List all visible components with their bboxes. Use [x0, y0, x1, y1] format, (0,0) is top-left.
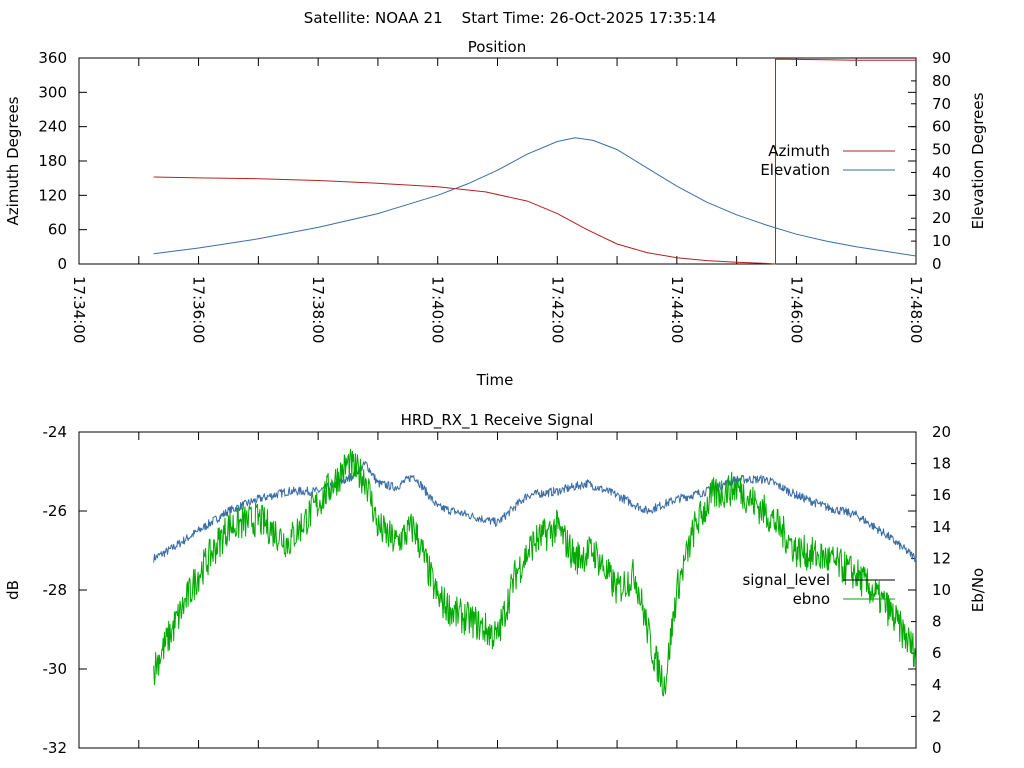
position-y2-tick-label: 80 — [932, 72, 951, 90]
position-x-tick-label: 17:46:00 — [787, 276, 805, 343]
signal-y2-tick-label: 6 — [932, 644, 942, 662]
signal-y-tick-label: -32 — [43, 739, 68, 757]
series-line-ebno — [153, 448, 917, 697]
position-x-tick-label: 17:40:00 — [429, 276, 447, 343]
series-line-azimuth — [153, 57, 916, 265]
signal-y2-axis-label: Eb/No — [969, 568, 987, 612]
position-x-tick-label: 17:34:00 — [70, 276, 88, 343]
signal-y2-tick-label: 16 — [932, 486, 951, 504]
signal-y2-tick-label: 10 — [932, 581, 951, 599]
signal-chart: HRD_RX_1 Receive Signal -32-30-28-26-24 … — [4, 411, 987, 757]
signal-y2-ticks: 0 2 4 6 8 10 12 14 16 18 20 — [911, 423, 951, 757]
signal-y2-tick-label: 2 — [932, 707, 942, 725]
position-y-tick-label: 0 — [57, 255, 67, 273]
position-y2-tick-label: 20 — [932, 209, 951, 227]
series-line-signal-level — [153, 461, 917, 563]
signal-y-tick-label: -30 — [43, 660, 68, 678]
legend-label-elevation: Elevation — [760, 161, 830, 179]
position-y2-ticks: 0 10 20 30 40 50 60 70 80 90 — [911, 49, 951, 273]
signal-legend: signal_level ebno — [742, 571, 895, 608]
position-y2-tick-label: 0 — [932, 255, 942, 273]
signal-y-axis-label: dB — [4, 580, 22, 600]
signal-y2-tick-label: 0 — [932, 739, 942, 757]
position-y2-tick-label: 90 — [932, 49, 951, 67]
position-y2-axis-label: Elevation Degrees — [969, 92, 987, 229]
position-y-tick-label: 60 — [48, 221, 67, 239]
position-y-axis-label: Azimuth Degrees — [4, 96, 22, 225]
signal-y-tick-label: -24 — [43, 423, 68, 441]
position-x-tick-label: 17:36:00 — [190, 276, 208, 343]
position-x-ticks: 17:34:00 17:36:00 17:38:00 17:40:00 17:42:00… — [70, 58, 925, 343]
position-y2-tick-label: 50 — [932, 141, 951, 159]
position-y2-tick-label: 10 — [932, 232, 951, 250]
signal-y-tick-label: -28 — [43, 581, 68, 599]
position-x-tick-label: 17:42:00 — [548, 276, 566, 343]
position-x-tick-label: 17:48:00 — [907, 276, 925, 343]
signal-y2-tick-label: 8 — [932, 613, 942, 631]
signal-y2-tick-label: 20 — [932, 423, 951, 441]
position-y-ticks: 0 60 120 180 240 300 360 — [38, 49, 916, 273]
signal-plot-frame — [78, 431, 917, 749]
signal-y2-tick-label: 14 — [932, 518, 951, 536]
position-y2-tick-label: 30 — [932, 186, 951, 204]
position-y-tick-label: 300 — [38, 83, 67, 101]
position-x-tick-label: 17:38:00 — [309, 276, 327, 343]
series-line-elevation — [153, 137, 917, 257]
position-y-tick-label: 360 — [38, 49, 67, 67]
position-x-axis-label: Time — [476, 371, 514, 389]
legend-label-ebno: ebno — [793, 590, 830, 608]
signal-series — [153, 448, 917, 697]
legend-label-azimuth: Azimuth — [768, 142, 830, 160]
position-x-tick-label: 17:44:00 — [668, 276, 686, 343]
legend-label-signal-level: signal_level — [742, 571, 830, 590]
position-y2-tick-label: 70 — [932, 95, 951, 113]
position-y2-tick-label: 40 — [932, 163, 951, 181]
position-chart: Position 0 60 120 180 240 300 360 0 10 20 30 40 50 6… — [4, 38, 987, 389]
signal-y2-tick-label: 18 — [932, 455, 951, 473]
chart-header-title: Satellite: NOAA 21 Start Time: 26-Oct-20… — [304, 9, 716, 27]
signal-x-ticks — [78, 432, 917, 748]
position-series — [153, 57, 917, 265]
position-y-tick-label: 180 — [38, 152, 67, 170]
signal-y2-tick-label: 12 — [932, 549, 951, 567]
position-y-tick-label: 240 — [38, 118, 67, 136]
position-chart-title: Position — [468, 38, 526, 56]
signal-y-ticks: -32 -30 -28 -26 -24 — [43, 423, 916, 757]
signal-chart-title: HRD_RX_1 Receive Signal — [401, 411, 594, 430]
signal-y2-tick-label: 4 — [932, 676, 942, 694]
signal-y-tick-label: -26 — [43, 502, 68, 520]
position-y-tick-label: 120 — [38, 186, 67, 204]
position-legend: Azimuth Elevation — [760, 142, 895, 179]
position-y2-tick-label: 60 — [932, 118, 951, 136]
